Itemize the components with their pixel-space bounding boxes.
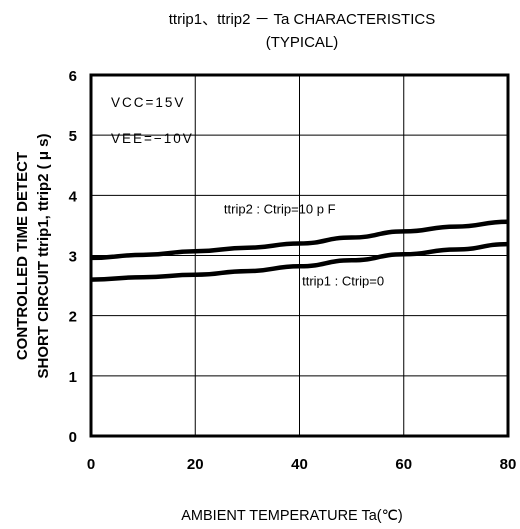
chart-subtitle: (TYPICAL) — [266, 34, 339, 51]
y-tick-label: 2 — [69, 309, 77, 326]
x-tick-labels: 0 20 40 60 80 — [87, 456, 517, 473]
series-line-2 — [90, 241, 509, 282]
y-axis-label-line2: SHORT CIRCUIT ttrip1, ttrip2 ( μ s) — [35, 133, 52, 378]
y-axis-label-line1: CONTROLLED TIME DETECT — [14, 152, 31, 360]
y-tick-label: 5 — [69, 128, 77, 145]
x-axis-label: AMBIENT TEMPERATURE Ta(℃) — [181, 508, 402, 524]
y-tick-label: 4 — [69, 188, 78, 205]
series-annotation: ttrip1 : Ctrip=0 — [302, 274, 384, 289]
x-tick-label: 20 — [187, 456, 204, 473]
condition-vee: VEE=−10V — [111, 131, 194, 146]
series-line-1 — [90, 219, 509, 261]
x-tick-label: 40 — [291, 456, 308, 473]
plot-frame — [89, 73, 510, 438]
condition-vcc: VCC=15V — [111, 95, 185, 110]
series-lines — [90, 219, 509, 282]
y-tick-labels: 0 1 2 3 4 5 6 — [69, 68, 78, 446]
y-tick-label: 3 — [69, 249, 77, 266]
chart-title: ttrip1、ttrip2 － Ta CHARACTERISTICS — [169, 11, 435, 28]
series-annotations: ttrip2 : Ctrip=10 p F ttrip1 : Ctrip=0 — [224, 201, 384, 288]
y-tick-label: 0 — [69, 429, 77, 446]
x-tick-label: 60 — [395, 456, 412, 473]
y-tick-label: 6 — [69, 68, 77, 85]
x-tick-label: 0 — [87, 456, 95, 473]
series-annotation: ttrip2 : Ctrip=10 p F — [224, 201, 336, 216]
y-tick-label: 1 — [69, 369, 77, 386]
x-tick-label: 80 — [500, 456, 517, 473]
